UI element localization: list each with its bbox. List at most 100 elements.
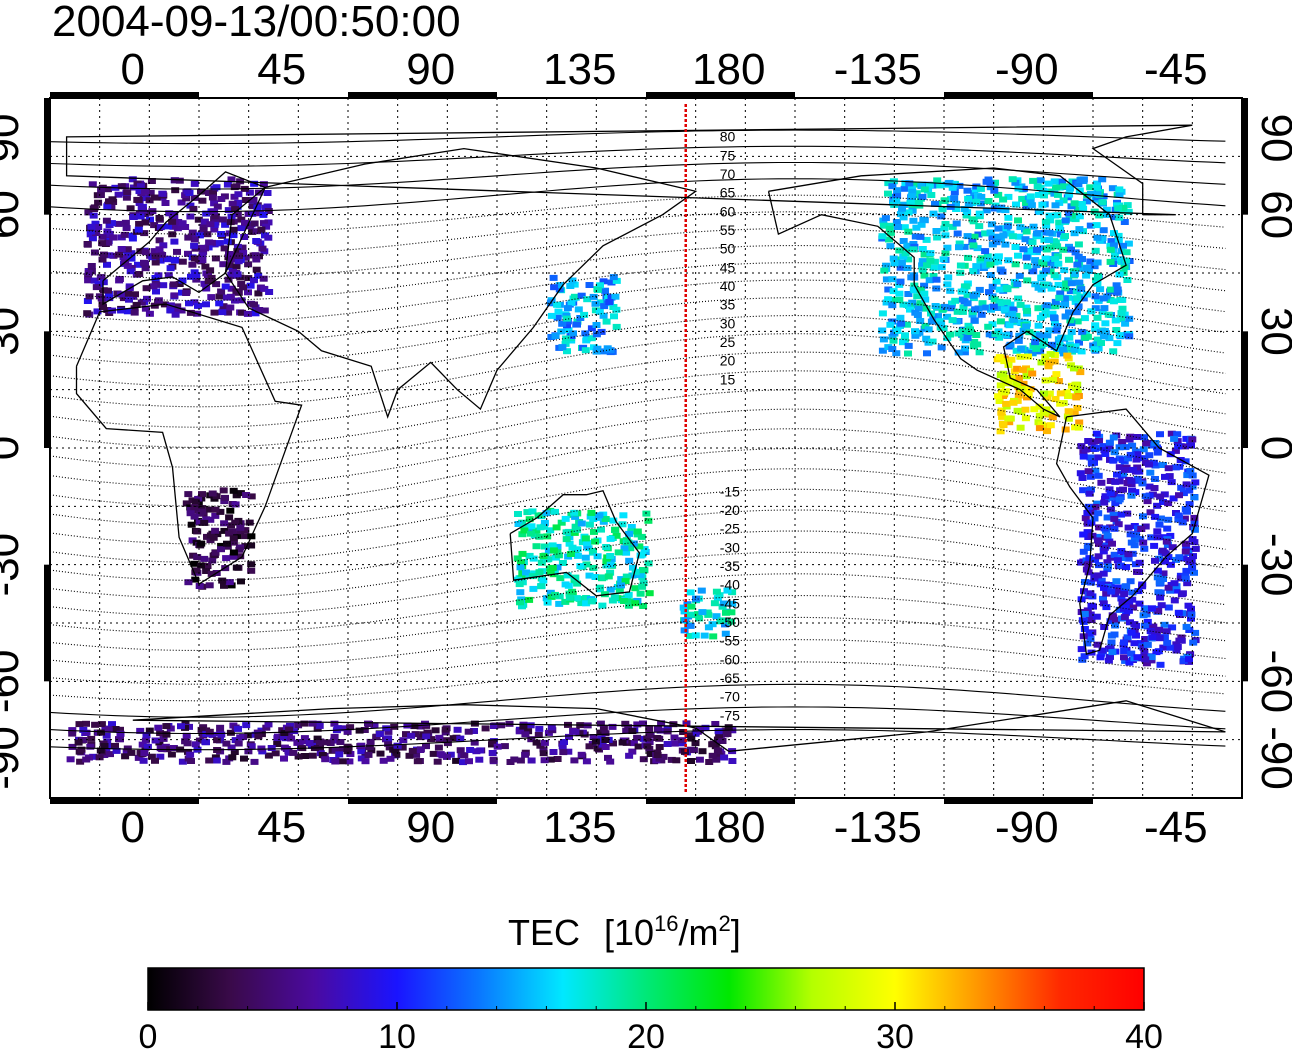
tec-cell — [1042, 406, 1051, 413]
tec-cell — [996, 428, 1005, 435]
tec-cell — [207, 570, 216, 577]
tec-cell — [1124, 555, 1133, 562]
tec-cell — [1000, 389, 1009, 396]
tec-cell — [962, 212, 971, 219]
tec-cell — [521, 751, 530, 758]
tec-cell — [219, 487, 228, 494]
tec-cell — [525, 596, 534, 603]
tec-cell — [109, 252, 118, 259]
tec-cell — [1147, 657, 1156, 664]
left-lat-label: 30 — [0, 307, 28, 356]
tec-cell — [1124, 208, 1133, 215]
tec-cell — [1064, 210, 1073, 217]
tec-cell — [210, 226, 219, 233]
tec-cell — [240, 234, 249, 240]
tec-cell — [1086, 258, 1095, 265]
tec-cell — [881, 215, 890, 222]
tec-cell — [544, 547, 553, 554]
tec-cell — [878, 310, 887, 317]
tec-cell — [921, 322, 930, 329]
tec-cell — [1079, 531, 1088, 538]
tec-cell — [1130, 621, 1139, 628]
magnetic-contour — [50, 314, 1226, 387]
tec-cell — [1014, 392, 1023, 399]
tec-cell — [391, 747, 400, 754]
tec-cell — [1173, 431, 1182, 438]
tec-cell — [985, 289, 993, 296]
tec-cell — [712, 588, 721, 595]
tec-cell — [917, 221, 926, 228]
tec-cell — [89, 753, 98, 760]
tec-cell — [239, 250, 248, 257]
tec-cell — [204, 278, 213, 285]
tec-cell — [232, 183, 241, 190]
tec-cell — [1182, 435, 1191, 442]
tec-cell — [105, 252, 114, 259]
tec-cell — [890, 260, 899, 267]
tec-cell — [1077, 443, 1086, 450]
tec-cell — [569, 330, 577, 337]
tec-cell — [1100, 333, 1108, 340]
magnetic-contour — [50, 370, 1226, 448]
tec-cell — [91, 220, 100, 227]
tec-cell — [360, 727, 369, 733]
tec-cell — [908, 188, 917, 195]
tec-cell — [691, 730, 700, 737]
tec-cell — [224, 276, 233, 283]
tec-cell — [728, 600, 737, 607]
tec-cell — [914, 305, 923, 312]
tec-cell — [535, 533, 544, 540]
tec-cell — [1087, 579, 1096, 586]
tec-cell — [994, 233, 1003, 240]
contour-label: 80 — [720, 129, 736, 145]
tec-cell — [185, 300, 193, 307]
tec-cell — [634, 743, 643, 750]
tec-cell — [1051, 298, 1060, 305]
tec-cell — [1091, 325, 1100, 332]
tec-cell — [1114, 521, 1123, 528]
tec-cell — [1114, 205, 1123, 212]
tec-cell — [186, 202, 195, 209]
tec-cell — [182, 195, 191, 202]
tec-cell — [100, 743, 109, 749]
tec-cell — [79, 726, 88, 733]
tec-cell — [273, 741, 282, 747]
tec-cell — [570, 529, 579, 536]
tec-cell — [68, 743, 77, 750]
tec-cell — [1179, 490, 1188, 497]
tec-cell — [1082, 291, 1091, 298]
frame-tick-top — [348, 92, 497, 98]
tec-cell — [481, 725, 490, 732]
tec-cell — [146, 216, 154, 223]
tec-cell — [1061, 217, 1070, 224]
tec-cell — [715, 592, 724, 599]
tec-cell — [1035, 425, 1044, 432]
tec-cell — [151, 278, 160, 285]
tec-cell — [1118, 439, 1127, 445]
tec-cell — [236, 734, 245, 741]
tec-cell — [617, 576, 626, 583]
tec-cell — [213, 203, 222, 210]
tec-cell — [999, 370, 1008, 377]
tec-cell — [423, 729, 432, 736]
tec-cell — [255, 307, 264, 313]
tec-cell — [219, 303, 228, 310]
tec-cell — [318, 752, 327, 758]
tec-cell — [1064, 393, 1072, 400]
tec-cell — [581, 535, 590, 542]
tec-cell — [920, 272, 929, 279]
tec-cell — [125, 296, 133, 303]
tec-cell — [182, 500, 191, 507]
tec-cell — [111, 742, 119, 749]
tec-cell — [490, 723, 498, 729]
tec-cell — [941, 232, 950, 239]
tec-cell — [76, 758, 85, 765]
tec-cell — [1071, 343, 1080, 350]
tec-cell — [230, 749, 239, 755]
tec-cell — [1033, 246, 1041, 253]
frame-tick-right — [1242, 331, 1248, 448]
tec-cell — [1160, 491, 1169, 498]
tec-cell — [596, 282, 604, 289]
tec-cell — [357, 748, 366, 755]
tec-cell — [624, 724, 633, 731]
